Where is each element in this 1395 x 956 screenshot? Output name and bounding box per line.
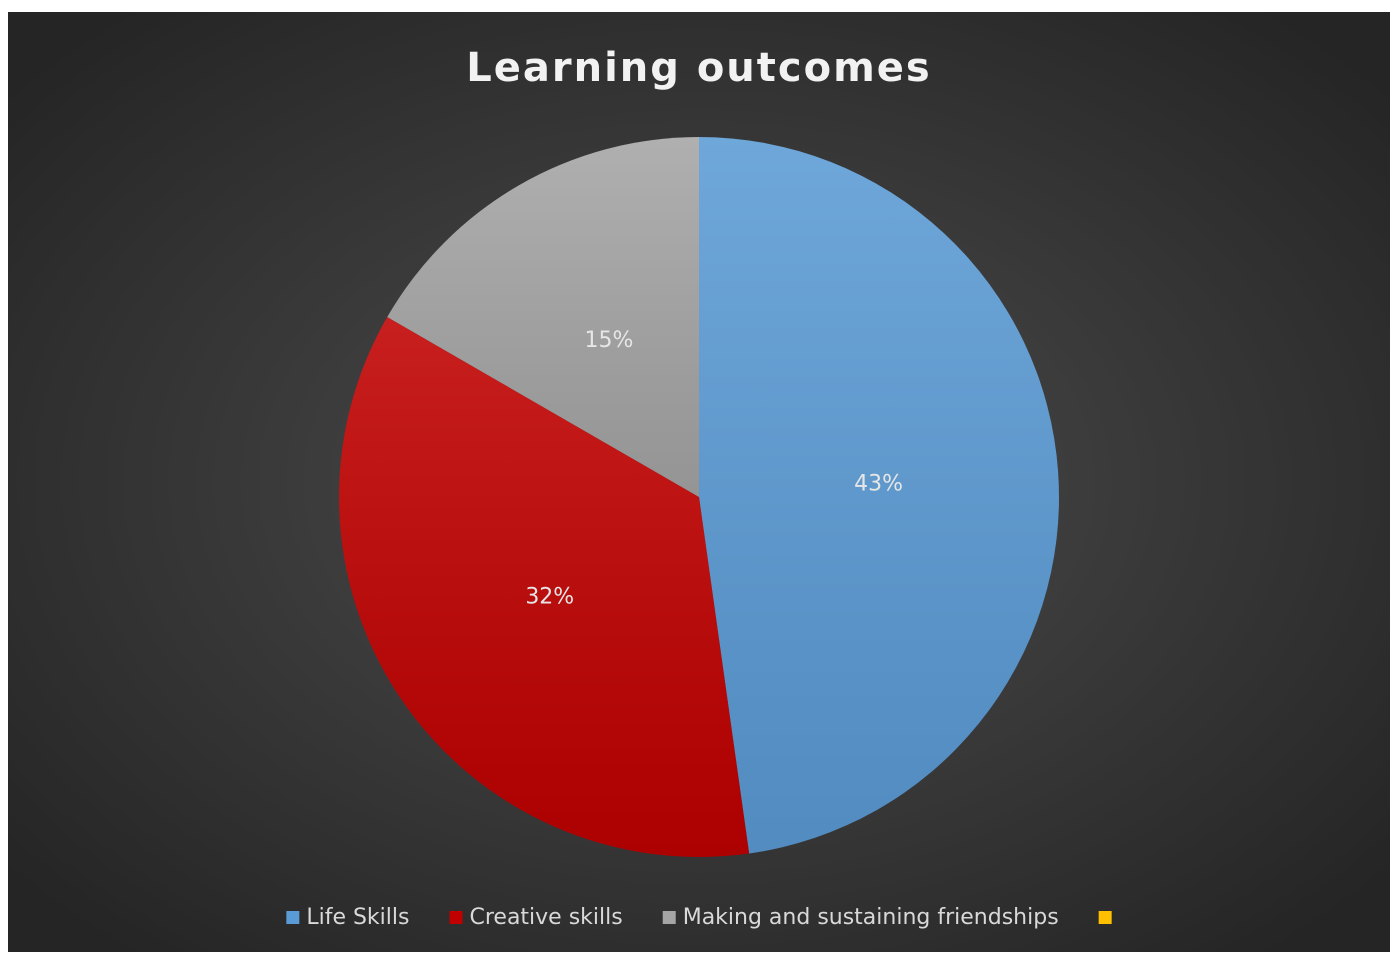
legend-item: [1098, 911, 1112, 924]
chart-title: Learning outcomes: [466, 45, 931, 91]
legend-swatch: [1098, 911, 1112, 924]
legend-label: Making and sustaining friendships: [683, 905, 1059, 930]
data-label: 43%: [854, 471, 903, 496]
legend-swatch: [662, 911, 676, 924]
legend-item: Making and sustaining friendships: [662, 905, 1059, 930]
legend-label: Life Skills: [306, 905, 409, 930]
legend-item: Creative skills: [449, 905, 623, 930]
legend: Life Skills Creative skills Making and sus…: [286, 905, 1112, 930]
legend-item: Life Skills: [286, 905, 409, 930]
legend-swatch: [449, 911, 463, 924]
data-label: 32%: [525, 585, 574, 610]
pie: 43% 32% 15%: [339, 137, 1059, 858]
legend-swatch: [286, 911, 300, 924]
data-label: 15%: [585, 328, 634, 353]
legend-label: Creative skills: [469, 905, 622, 930]
